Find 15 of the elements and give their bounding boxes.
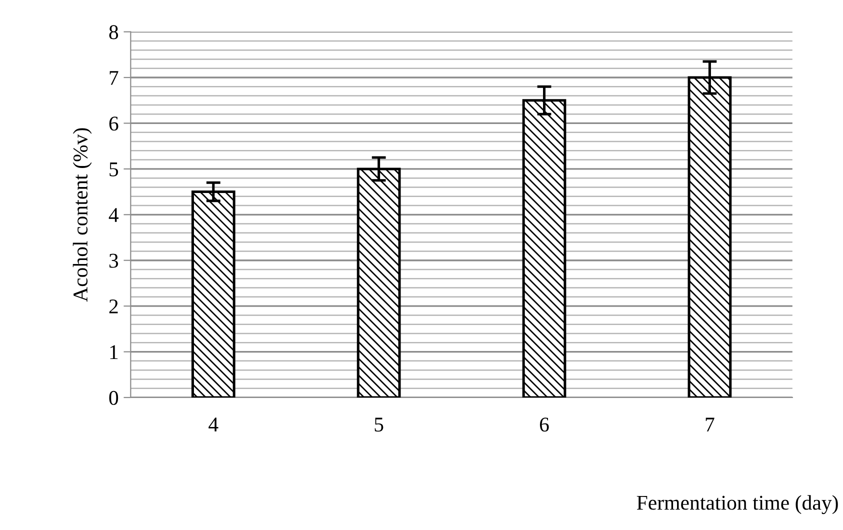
x-axis-title: Fermentation time (day): [636, 495, 838, 514]
x-tick-label: 7: [706, 418, 714, 432]
x-tick-label: 4: [208, 418, 218, 432]
y-tick-label: 6: [109, 116, 118, 131]
y-tick-label: 1: [110, 345, 118, 360]
y-tick-label: 8: [109, 25, 118, 40]
y-tick-label: 4: [108, 208, 119, 222]
y-tick-label: 0: [109, 390, 118, 405]
y-tick-label: 5: [110, 162, 118, 176]
y-tick-label: 3: [109, 254, 118, 268]
y-axis-title: Acohol content (%v): [72, 128, 92, 302]
y-tick-label: 2: [109, 300, 118, 314]
x-tick-label: 5: [374, 418, 384, 432]
x-tick-label: 6: [540, 418, 549, 432]
y-tick-label: 7: [110, 71, 118, 85]
